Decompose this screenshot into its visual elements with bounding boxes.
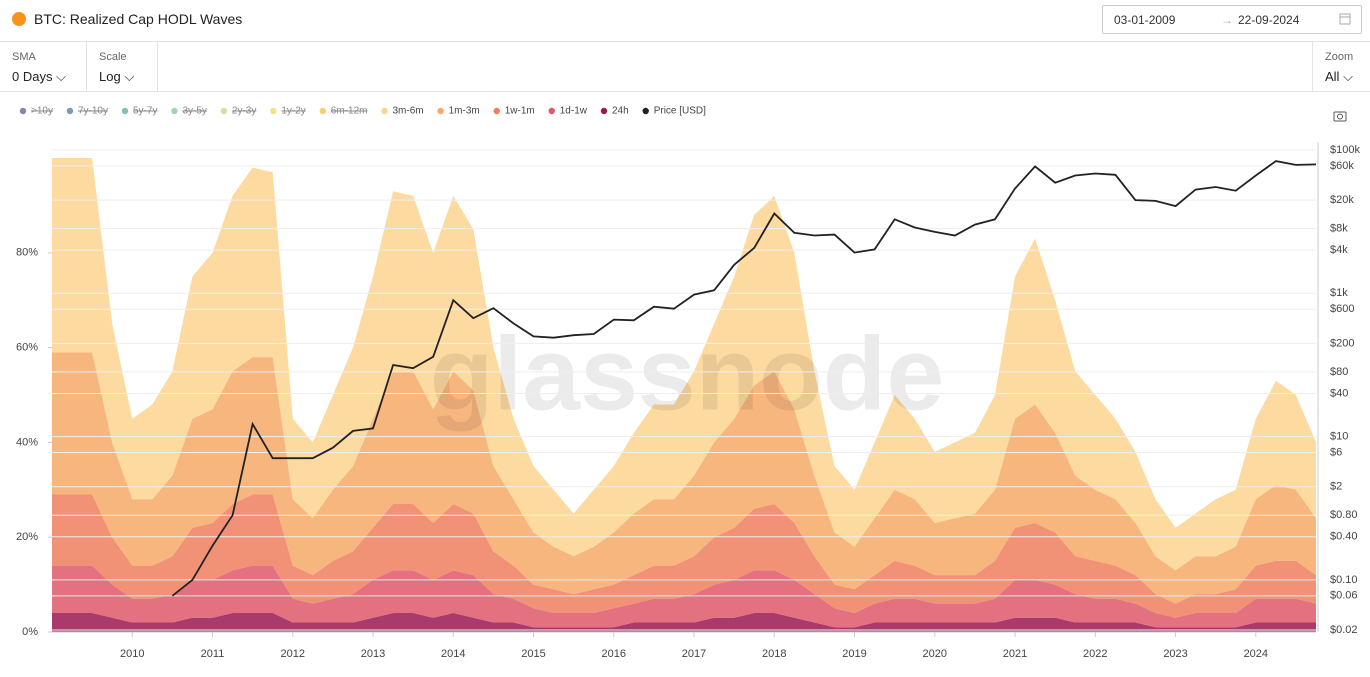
legend-label[interactable]: 3m-6m (392, 106, 423, 117)
y-tick-label: 0% (22, 626, 38, 638)
y-tick-label: 40% (16, 436, 38, 448)
title: BTC: Realized Cap HODL Waves (34, 11, 243, 27)
x-tick-label: 2011 (201, 648, 225, 660)
y-tick-label: 60% (16, 342, 38, 354)
date-from[interactable]: 03-01-2009 (1114, 13, 1176, 27)
legend-dot (319, 107, 326, 115)
y2-tick-label: $6 (1330, 446, 1342, 458)
area-segment (52, 565, 1316, 628)
legend-dot (270, 107, 277, 115)
y-tick-label: 20% (16, 531, 38, 543)
areas (52, 158, 1316, 632)
price-line (171, 160, 1317, 597)
area-segment (52, 158, 1316, 571)
legend-dot (66, 107, 74, 115)
label: SMA (12, 51, 36, 63)
arrow: → (1221, 13, 1233, 27)
watermark: glassnode (430, 316, 944, 432)
y2-tick-label: $0.06 (1330, 590, 1358, 602)
y2-tick-label: $0.80 (1330, 509, 1358, 521)
y2-tick-label: $0.10 (1330, 574, 1358, 586)
y2-tick-label: $40 (1330, 387, 1348, 399)
y-tick-label: 80% (16, 247, 38, 259)
legend-label[interactable]: 1y-2y (281, 106, 305, 117)
y2-tick-label: $0.02 (1330, 624, 1358, 636)
date-to[interactable]: 22-09-2024 (1238, 13, 1300, 27)
legend-dot (121, 107, 129, 115)
legend-label[interactable]: 3y-5y (182, 106, 206, 117)
legend-label[interactable]: 1w-1m (505, 106, 535, 117)
value[interactable]: Log ⌵ (99, 69, 135, 84)
legend-label[interactable]: 1d-1w (560, 106, 588, 117)
x-tick-label: 2015 (521, 648, 545, 660)
header: BTC: Realized Cap HODL Waves 03-01-2009 … (0, 0, 1370, 42)
sma-control[interactable]: SMA 0 Days ⌵ (0, 42, 87, 92)
label: Scale (99, 51, 127, 63)
legend-label[interactable]: 6m-12m (331, 106, 368, 117)
x-tick-label: 2017 (682, 648, 706, 660)
legend-dot (171, 107, 178, 115)
legend-dot (642, 107, 649, 115)
spacer (158, 42, 1312, 92)
x-tick-label: 2024 (1244, 648, 1268, 660)
y2-tick-label: $600 (1330, 303, 1354, 315)
date-range[interactable]: 03-01-2009 → 22-09-2024 (1102, 5, 1362, 34)
y2-tick-label: $80 (1330, 366, 1348, 378)
legend-label[interactable]: 1m-3m (449, 106, 480, 117)
y2-tick-label: $60k (1330, 160, 1354, 172)
legend-dot (548, 107, 555, 115)
calendar-icon (1339, 13, 1351, 25)
x-tick-label: 2018 (762, 648, 786, 660)
x-tick-label: 2020 (923, 648, 947, 660)
x-tick-label: 2016 (602, 648, 626, 660)
x-tick-label: 2023 (1163, 648, 1187, 660)
y2-tick-label: $8k (1330, 223, 1348, 235)
y2-tick-label: $10 (1330, 431, 1348, 443)
x-tick-label: 2010 (120, 648, 144, 660)
legend-dot (493, 107, 500, 115)
value-text: 0 Days (12, 69, 53, 84)
y2-tick-label: $200 (1330, 337, 1354, 349)
legend-dot (437, 107, 444, 115)
legend-dot (600, 107, 608, 115)
legend-dot (19, 107, 27, 115)
legend-label[interactable]: 5y-7y (133, 106, 157, 117)
y2-tick-label: $2 (1330, 481, 1342, 493)
camera-icon[interactable] (1333, 111, 1347, 122)
chart: glassnode $0.02 $0.06 $0.10 $0.40 $0.80 $2 $6 $… (16, 106, 1361, 660)
legend-label[interactable]: Price [USD] (654, 106, 706, 117)
y2-tick-label: $1k (1330, 287, 1348, 299)
value-text: All (1325, 69, 1340, 84)
y2-tick-label: $0.40 (1330, 531, 1358, 543)
x-tick-label: 2022 (1083, 648, 1107, 660)
legend-dot (381, 107, 388, 115)
legend-label[interactable]: 24h (612, 106, 629, 117)
area-segment (52, 494, 1316, 618)
y2-tick-label: $20k (1330, 194, 1354, 206)
value[interactable]: All ⌵ (1325, 69, 1353, 84)
y2-tick-label: $4k (1330, 244, 1348, 256)
y2-tick-label: $100k (1330, 144, 1360, 156)
value-text: Log (99, 69, 121, 84)
x-tick-label: 2013 (361, 648, 385, 660)
zoom-control[interactable]: Zoom All ⌵ (1312, 42, 1370, 92)
legend-dot (220, 107, 228, 115)
x-tick-label: 2021 (1003, 648, 1027, 660)
area-segment (52, 352, 1316, 604)
x-tick-label: 2014 (441, 648, 465, 660)
coin-icon (12, 12, 26, 26)
legend-label[interactable]: 7y-10y (78, 106, 108, 117)
x-tick-label: 2019 (842, 648, 866, 660)
legend-label[interactable]: >10y (31, 106, 53, 117)
scale-control[interactable]: Scale Log ⌵ (87, 42, 158, 92)
x-tick-label: 2012 (281, 648, 305, 660)
value[interactable]: 0 Days ⌵ (12, 69, 66, 84)
legend-label[interactable]: 2y-3y (232, 106, 256, 117)
label: Zoom (1325, 51, 1354, 63)
